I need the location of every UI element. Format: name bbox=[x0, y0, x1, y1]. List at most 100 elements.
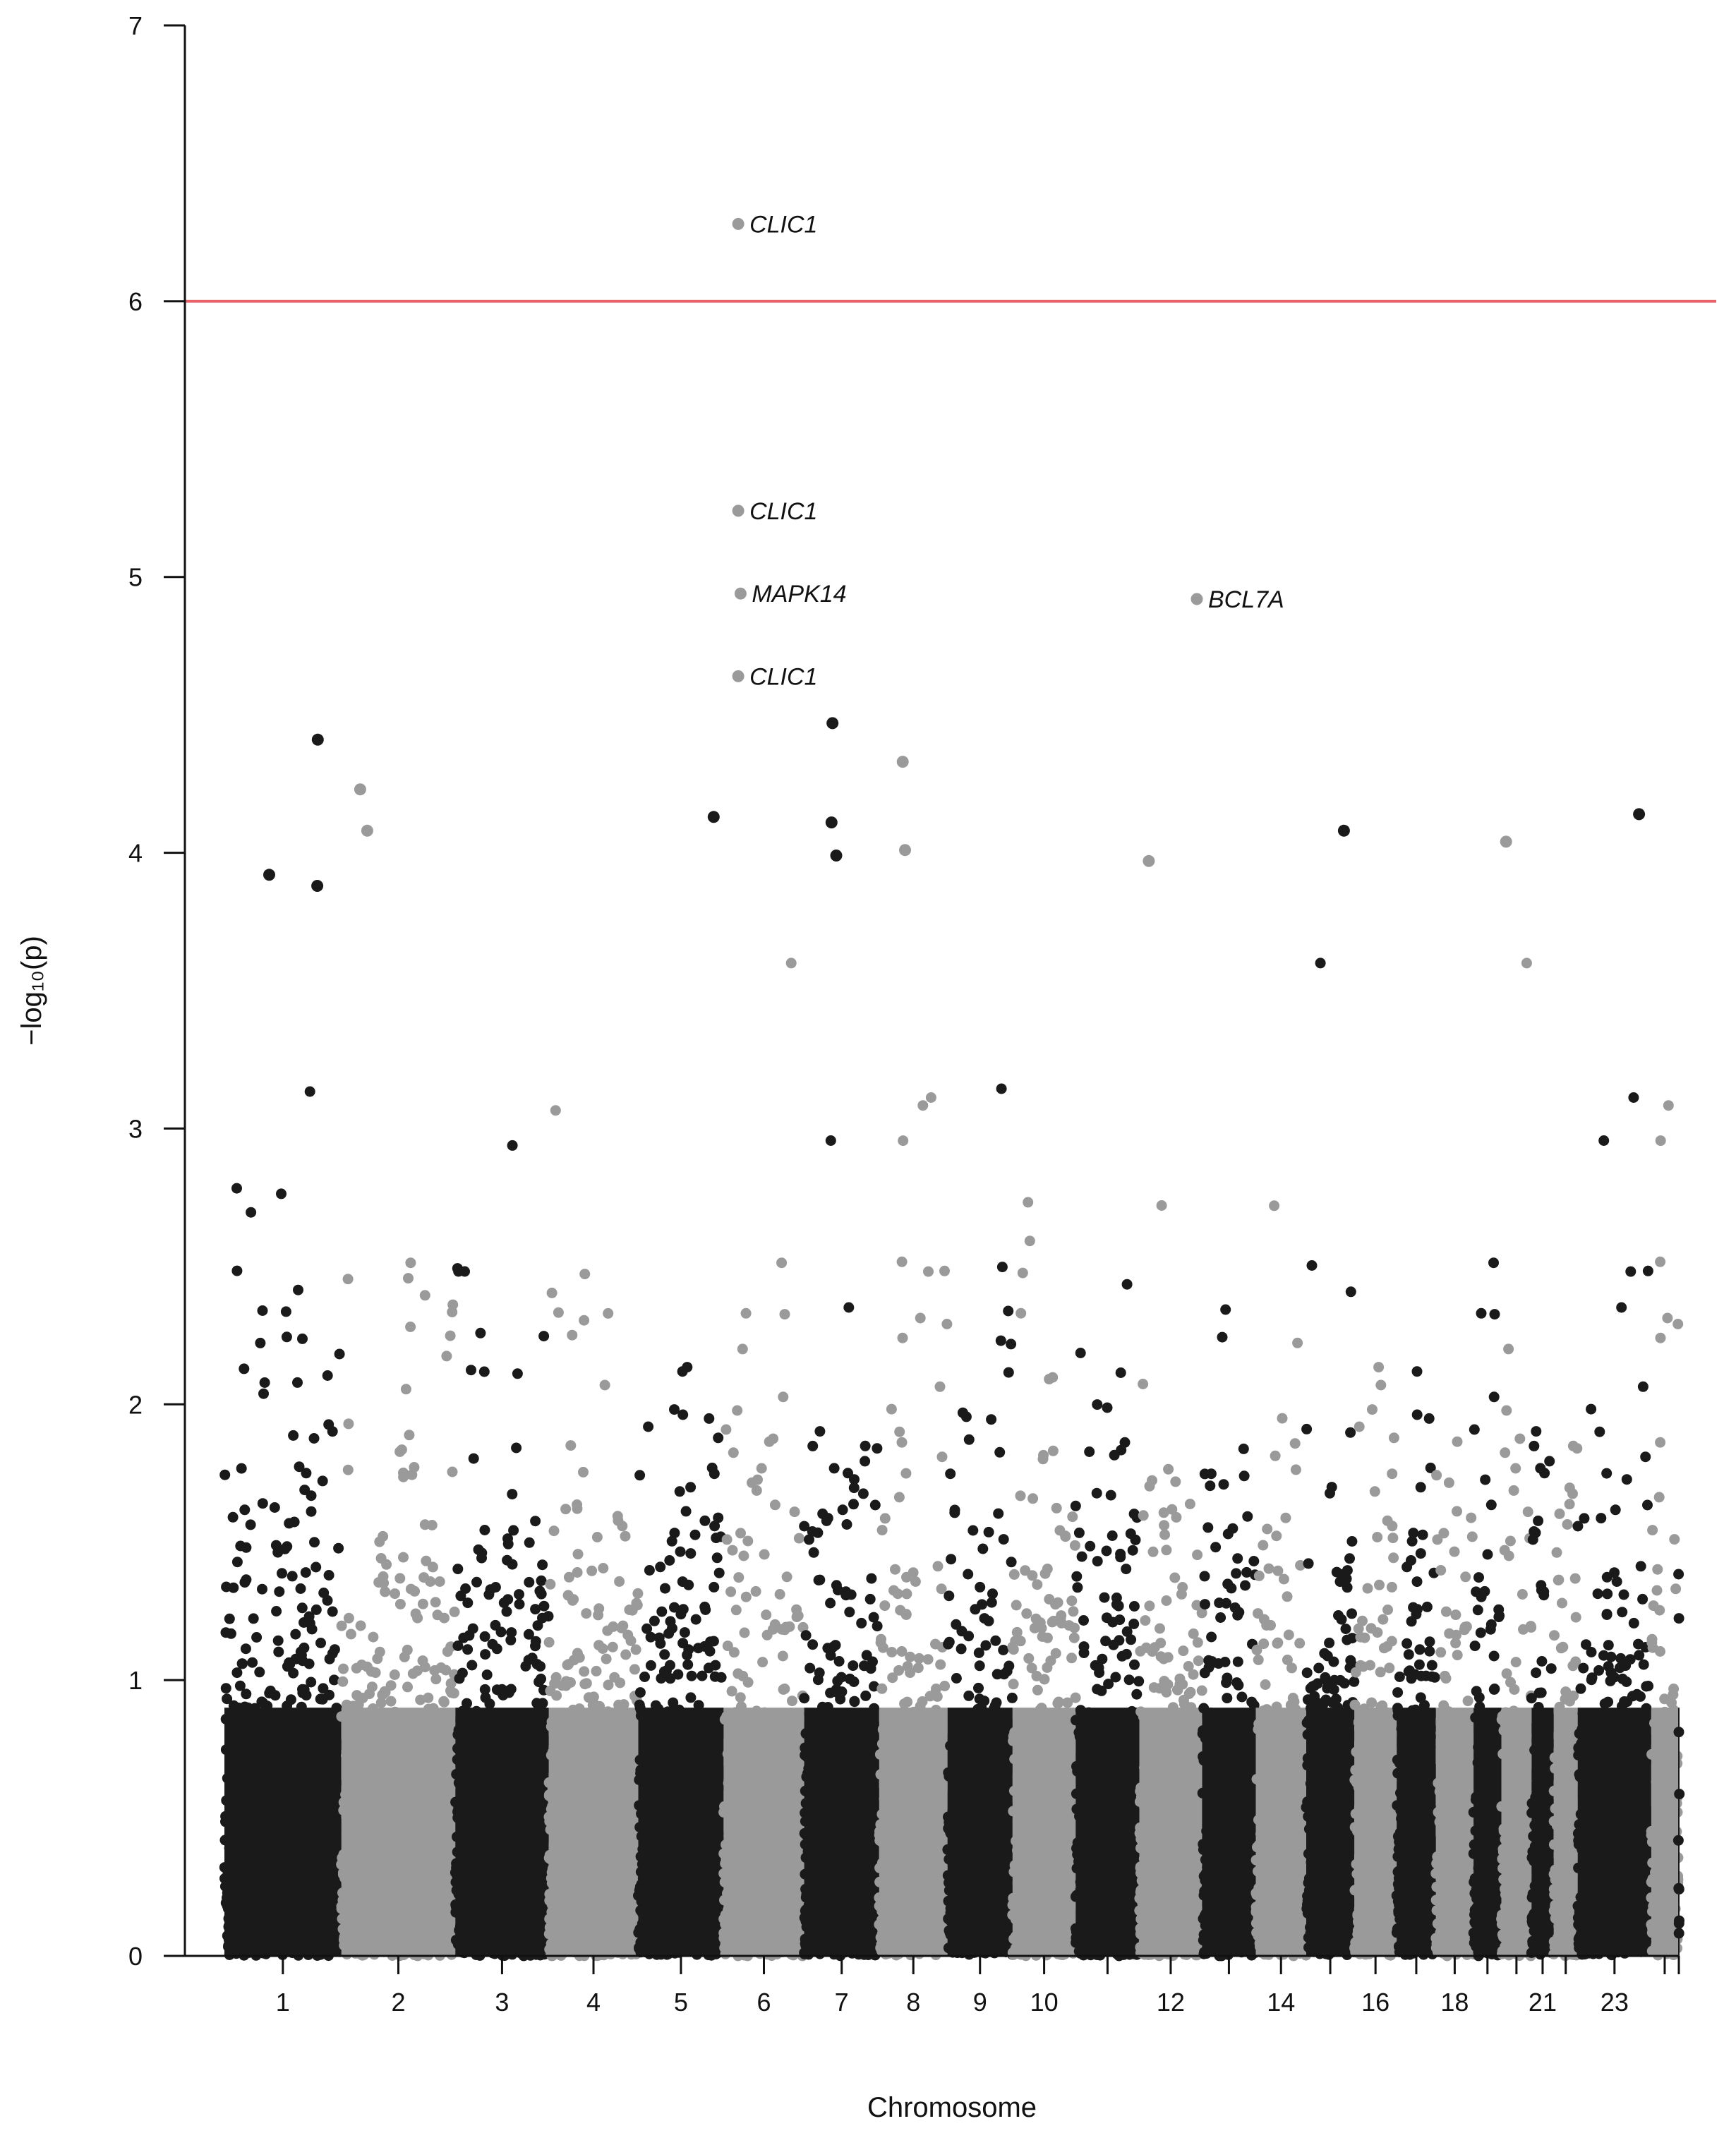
snp-point bbox=[742, 1676, 754, 1688]
snp-point bbox=[240, 1643, 251, 1655]
snp-point bbox=[536, 1673, 546, 1684]
snp-point bbox=[452, 1263, 463, 1274]
snp-point bbox=[677, 1638, 689, 1649]
snp-point bbox=[272, 1635, 284, 1646]
snp-point bbox=[462, 1698, 472, 1709]
snp-point bbox=[581, 1678, 592, 1689]
snp-point bbox=[848, 1660, 859, 1672]
snp-point bbox=[837, 1504, 848, 1516]
snp-point bbox=[322, 1370, 333, 1381]
snp-point bbox=[682, 1659, 694, 1670]
snp-point bbox=[656, 1673, 667, 1684]
snp-point bbox=[778, 1391, 789, 1403]
snp-point bbox=[390, 1588, 400, 1600]
snp-point bbox=[276, 1188, 287, 1200]
snp-point bbox=[327, 1606, 338, 1617]
snp-point bbox=[632, 1588, 644, 1599]
snp-point bbox=[752, 1474, 763, 1485]
snp-point bbox=[733, 1572, 745, 1583]
snp-point bbox=[479, 1631, 490, 1642]
snp-point bbox=[239, 1577, 251, 1588]
snp-point bbox=[620, 1649, 632, 1660]
snp-point bbox=[550, 1672, 562, 1683]
snp-point bbox=[722, 1641, 733, 1652]
snp-point bbox=[507, 1140, 518, 1151]
snp-point bbox=[502, 1594, 514, 1605]
snp-point bbox=[665, 1616, 676, 1627]
snp-point bbox=[524, 1576, 535, 1588]
snp-point bbox=[306, 1506, 317, 1517]
snp-point bbox=[674, 1486, 685, 1497]
snp-point bbox=[757, 1657, 768, 1668]
snp-point bbox=[434, 1576, 445, 1587]
snp-point bbox=[936, 1451, 948, 1463]
snp-point bbox=[480, 1649, 491, 1660]
snp-point bbox=[807, 1440, 819, 1451]
snp-point bbox=[740, 1591, 752, 1602]
snp-point bbox=[581, 1608, 592, 1619]
snp-point bbox=[394, 1599, 406, 1609]
snp-point bbox=[685, 1482, 697, 1493]
snp-point bbox=[394, 1573, 406, 1584]
snp-point bbox=[280, 1306, 291, 1317]
snp-point bbox=[848, 1499, 859, 1510]
snp-point bbox=[737, 1343, 748, 1355]
snp-point bbox=[447, 1466, 458, 1478]
snp-point bbox=[487, 1638, 498, 1650]
snp-point bbox=[303, 1658, 315, 1669]
snp-point bbox=[445, 1685, 456, 1696]
snp-point bbox=[791, 1612, 802, 1623]
snp-point bbox=[830, 1640, 841, 1651]
snp-point bbox=[381, 1559, 392, 1570]
snp-point bbox=[295, 1646, 306, 1657]
snp-point bbox=[686, 1670, 697, 1681]
snp-points bbox=[219, 957, 1685, 1962]
snp-point bbox=[351, 1662, 362, 1674]
snp-point bbox=[425, 1576, 436, 1587]
snp-point bbox=[402, 1681, 413, 1693]
snp-point bbox=[567, 1329, 578, 1341]
snp-point bbox=[710, 1660, 721, 1671]
snp-point bbox=[476, 1547, 488, 1559]
snp-point bbox=[560, 1504, 572, 1515]
snp-point bbox=[902, 1696, 913, 1708]
snp-point bbox=[713, 1432, 724, 1444]
snp-point bbox=[643, 1421, 654, 1432]
snp-point bbox=[471, 1576, 482, 1588]
snp-point bbox=[689, 1529, 701, 1540]
snp-point bbox=[231, 1265, 243, 1276]
snp-point bbox=[709, 1581, 720, 1593]
snp-point bbox=[776, 1257, 788, 1269]
snp-point bbox=[426, 1520, 438, 1530]
snp-point bbox=[632, 1600, 643, 1611]
snp-point bbox=[248, 1613, 259, 1624]
snp-point bbox=[419, 1290, 430, 1301]
snp-point bbox=[306, 1676, 317, 1688]
snp-point bbox=[567, 1595, 578, 1606]
snp-point bbox=[241, 1688, 252, 1700]
snp-point bbox=[311, 1561, 322, 1573]
snp-point bbox=[337, 1676, 349, 1687]
snp-point bbox=[239, 1504, 251, 1516]
snp-point bbox=[466, 1365, 476, 1376]
snp-point bbox=[727, 1545, 738, 1556]
snp-point bbox=[503, 1687, 514, 1698]
snp-point bbox=[475, 1327, 486, 1339]
snp-point bbox=[768, 1433, 779, 1444]
snp-point bbox=[323, 1570, 334, 1581]
snp-point bbox=[591, 1532, 603, 1542]
snp-point bbox=[468, 1453, 479, 1464]
snp-point bbox=[645, 1660, 656, 1671]
snp-point bbox=[308, 1433, 320, 1444]
snp-point bbox=[479, 1684, 490, 1695]
snp-point bbox=[438, 1696, 450, 1707]
snp-point bbox=[574, 1652, 585, 1663]
snp-point bbox=[430, 1597, 441, 1608]
snp-point bbox=[353, 1699, 364, 1710]
snp-point bbox=[380, 1586, 391, 1597]
snp-point bbox=[551, 1690, 562, 1701]
snp-point bbox=[502, 1554, 513, 1566]
snp-point bbox=[705, 1636, 716, 1648]
snp-point bbox=[779, 1309, 790, 1320]
